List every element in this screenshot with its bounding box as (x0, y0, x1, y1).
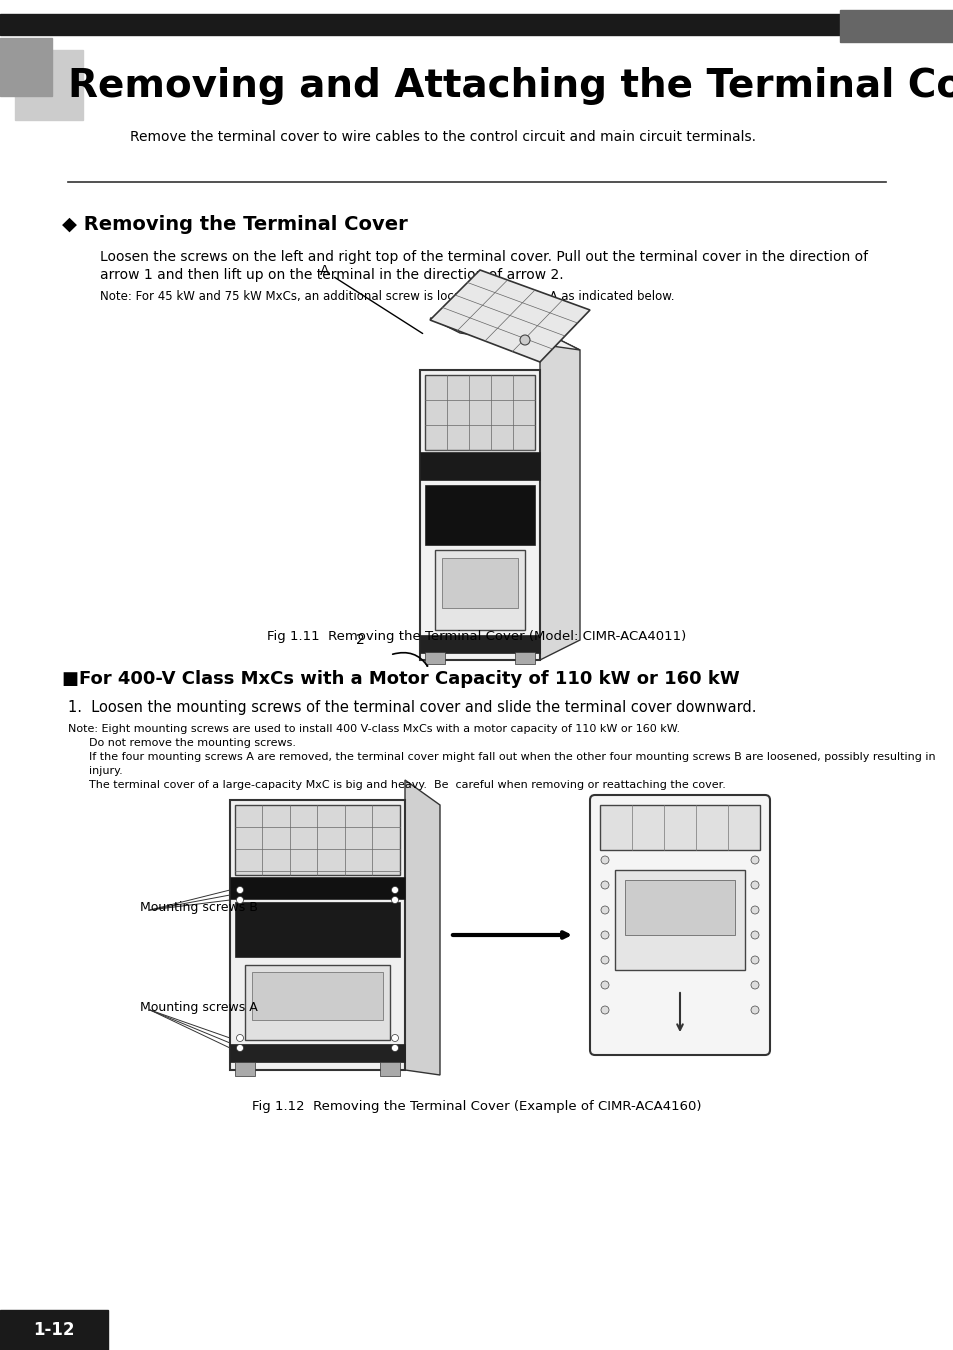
Circle shape (236, 896, 243, 903)
Circle shape (236, 1034, 243, 1041)
Circle shape (391, 887, 398, 894)
Text: Loosen the screws on the left and right top of the terminal cover. Pull out the : Loosen the screws on the left and right … (100, 250, 867, 265)
Circle shape (750, 906, 759, 914)
Text: Mounting screws A: Mounting screws A (140, 1002, 257, 1014)
Bar (0, 14, 840, 35)
Text: ■For 400-V Class MxCs with a Motor Capacity of 110 kW or 160 kW: ■For 400-V Class MxCs with a Motor Capac… (62, 670, 739, 688)
Bar (419, 370, 539, 660)
Text: ◆ Removing the Terminal Cover: ◆ Removing the Terminal Cover (62, 215, 407, 234)
Circle shape (750, 1006, 759, 1014)
Circle shape (750, 882, 759, 890)
Bar (234, 902, 399, 957)
Text: 2: 2 (355, 633, 364, 647)
Text: A: A (319, 265, 422, 333)
Bar (424, 375, 535, 450)
Text: Fig 1.11  Removing the Terminal Cover (Model: CIMR-ACA4011): Fig 1.11 Removing the Terminal Cover (Mo… (267, 630, 686, 643)
Bar (0, 38, 52, 96)
Circle shape (750, 981, 759, 990)
Circle shape (600, 856, 608, 864)
Text: Note: Eight mounting screws are used to install 400 V-class MxCs with a motor ca: Note: Eight mounting screws are used to … (68, 724, 679, 734)
Text: Remove the terminal cover to wire cables to the control circuit and main circuit: Remove the terminal cover to wire cables… (130, 130, 755, 144)
Circle shape (600, 906, 608, 914)
Circle shape (600, 882, 608, 890)
Polygon shape (539, 329, 579, 660)
Text: arrow 1 and then lift up on the terminal in the direction of arrow 2.: arrow 1 and then lift up on the terminal… (100, 269, 563, 282)
Bar (0, 1310, 108, 1350)
FancyArrowPatch shape (393, 652, 427, 666)
Bar (245, 965, 390, 1040)
Text: If the four mounting screws A are removed, the terminal cover might fall out whe: If the four mounting screws A are remove… (68, 752, 935, 761)
Bar (234, 805, 399, 875)
Bar (424, 652, 444, 664)
Bar (840, 9, 953, 42)
Bar (230, 801, 405, 1071)
Circle shape (600, 981, 608, 990)
Text: Removing and Attaching the Terminal Cover: Removing and Attaching the Terminal Cove… (68, 68, 953, 105)
Bar (230, 1044, 405, 1062)
Bar (15, 50, 83, 120)
FancyBboxPatch shape (589, 795, 769, 1054)
Bar (515, 652, 535, 664)
Bar (230, 878, 405, 899)
Polygon shape (430, 270, 589, 362)
Text: Fig 1.12  Removing the Terminal Cover (Example of CIMR-ACA4160): Fig 1.12 Removing the Terminal Cover (Ex… (252, 1100, 701, 1112)
Polygon shape (430, 319, 579, 350)
Text: Mounting screws B: Mounting screws B (140, 902, 257, 914)
Circle shape (750, 956, 759, 964)
Circle shape (750, 931, 759, 940)
Circle shape (600, 931, 608, 940)
Circle shape (391, 1045, 398, 1052)
Bar (419, 452, 539, 481)
Circle shape (519, 335, 530, 346)
Bar (615, 869, 744, 971)
Circle shape (236, 887, 243, 894)
Circle shape (600, 1006, 608, 1014)
Bar (624, 880, 734, 936)
Bar (435, 549, 524, 630)
Circle shape (600, 956, 608, 964)
Text: The terminal cover of a large-capacity MxC is big and heavy.  Be  careful when r: The terminal cover of a large-capacity M… (68, 780, 725, 790)
Polygon shape (405, 780, 439, 1075)
Circle shape (391, 1034, 398, 1041)
Bar (424, 485, 535, 545)
Text: 1-12: 1-12 (33, 1322, 74, 1339)
Text: Do not remove the mounting screws.: Do not remove the mounting screws. (68, 738, 295, 748)
Text: Note: For 45 kW and 75 kW MxCs, an additional screw is located in position A as : Note: For 45 kW and 75 kW MxCs, an addit… (100, 290, 674, 302)
Bar (419, 634, 539, 653)
Circle shape (391, 896, 398, 903)
Bar (379, 1062, 399, 1076)
Text: injury.: injury. (68, 765, 123, 776)
Circle shape (236, 1045, 243, 1052)
Bar (599, 805, 760, 850)
Bar (252, 972, 382, 1021)
Bar (441, 558, 517, 608)
Text: 1.  Loosen the mounting screws of the terminal cover and slide the terminal cove: 1. Loosen the mounting screws of the ter… (68, 701, 756, 716)
Bar (234, 1062, 254, 1076)
Circle shape (750, 856, 759, 864)
